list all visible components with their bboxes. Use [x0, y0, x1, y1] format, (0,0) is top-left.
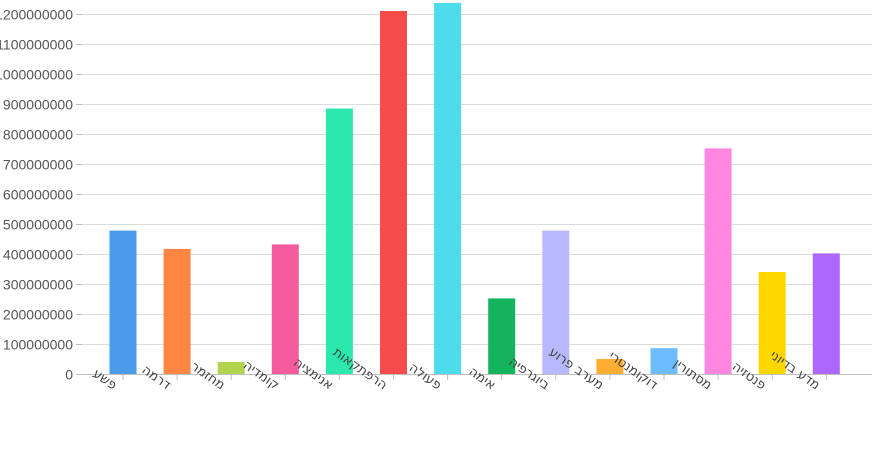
bar [542, 230, 570, 374]
bar [163, 248, 191, 374]
y-tick-label: 1200000000 [0, 7, 73, 23]
bar [812, 253, 840, 374]
bar [325, 108, 353, 374]
y-tick-label: 200000000 [3, 307, 73, 323]
bar [217, 362, 245, 374]
bar [109, 230, 137, 374]
y-tick-label: 600000000 [3, 187, 73, 203]
bar [596, 359, 624, 374]
y-tick-label: 0 [65, 367, 73, 383]
y-tick-label: 900000000 [3, 97, 73, 113]
bar [488, 298, 516, 374]
bar [704, 148, 732, 374]
y-tick-label: 300000000 [3, 277, 73, 293]
y-tick-label: 500000000 [3, 217, 73, 233]
y-tick-label: 100000000 [3, 337, 73, 353]
bar [758, 272, 786, 374]
y-tick-label: 400000000 [3, 247, 73, 263]
bars-layer [109, 2, 840, 375]
y-tick-label: 1100000000 [0, 37, 73, 53]
y-tick-label: 700000000 [3, 157, 73, 173]
y-tick-label: 800000000 [3, 127, 73, 143]
bar [271, 244, 299, 374]
bar [434, 2, 462, 375]
bar [650, 348, 678, 374]
axis-layer [76, 14, 872, 380]
y-tick-labels: 0 100000000 200000000 300000000 400000000 500… [0, 7, 73, 383]
y-tick-label: 1000000000 [0, 67, 73, 83]
grid-layer [82, 14, 872, 345]
bar [380, 11, 407, 374]
